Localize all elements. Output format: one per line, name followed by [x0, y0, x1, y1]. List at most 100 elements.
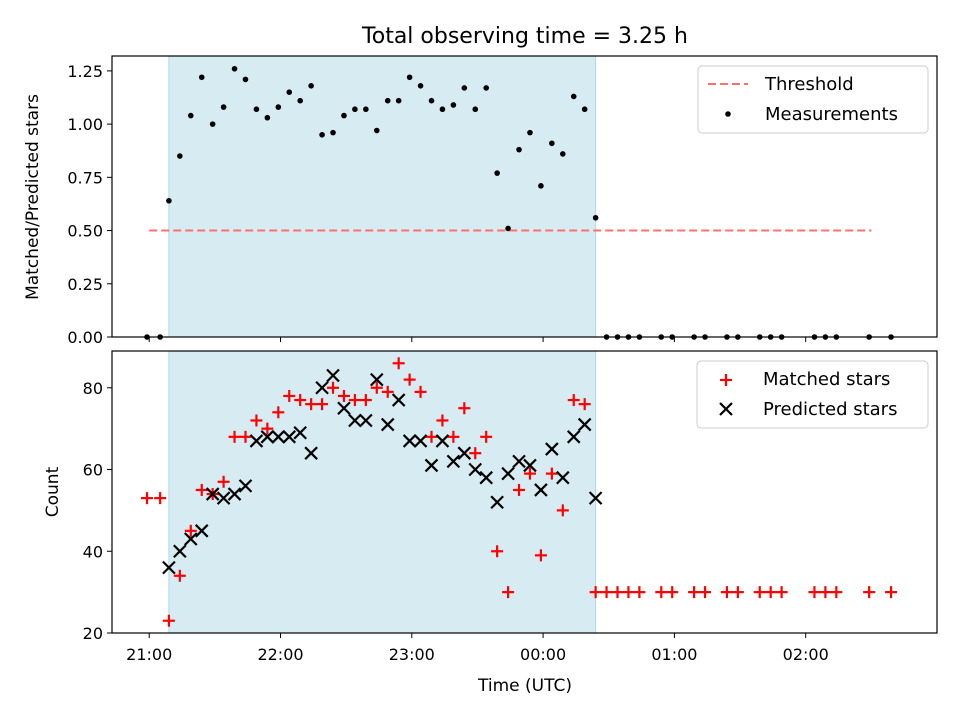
predicted-star-point — [523, 458, 537, 473]
legend-predicted-label: Predicted stars — [763, 399, 897, 420]
matched-star-point — [327, 381, 340, 394]
matched-star-point — [578, 398, 591, 411]
measurement-point — [198, 74, 205, 81]
top-legend: Threshold Measurements — [697, 65, 929, 134]
matched-star-point — [655, 586, 668, 599]
matched-star-point — [611, 586, 624, 599]
matched-star-point — [720, 586, 733, 599]
bottom-y-axis-label: Count — [43, 466, 63, 517]
matched-star-point — [370, 381, 383, 394]
matched-star-point — [228, 430, 241, 443]
matched-star-point — [863, 586, 876, 599]
matched-star-point — [545, 467, 558, 480]
matched-star-point — [162, 614, 175, 627]
predicted-star-point — [227, 487, 242, 501]
matched-star-point — [480, 430, 493, 443]
measurement-point — [494, 170, 500, 176]
matched-star-point — [753, 586, 766, 599]
matched-star-point — [589, 586, 602, 599]
measurement-point — [581, 106, 588, 113]
measurement-point — [483, 85, 490, 91]
predicted-star-point — [446, 454, 461, 469]
matched-star-point — [513, 483, 526, 496]
measurement-point — [417, 83, 424, 89]
legend-predicted-swatch — [719, 402, 733, 416]
bottom-legend: Matched stars Predicted stars — [696, 360, 929, 429]
matched-star-point — [523, 467, 536, 480]
predicted-star-point — [359, 413, 373, 428]
matched-star-point — [425, 430, 438, 443]
y-tick-label: 0.00 — [67, 328, 103, 347]
predicted-star-point — [370, 372, 384, 387]
measurement-point — [275, 104, 282, 110]
x-tick-label: 22:00 — [257, 645, 303, 664]
measurement-point — [450, 102, 457, 108]
x-tick-label: 00:00 — [520, 645, 566, 664]
matched-star-point — [294, 394, 307, 407]
top-legend-box — [697, 65, 929, 134]
predicted-star-point — [577, 417, 592, 432]
matched-star-point — [699, 586, 712, 599]
y-tick-label: 20 — [83, 624, 103, 643]
matched-star-point — [316, 398, 329, 411]
matched-star-point — [469, 447, 482, 460]
measurement-point — [538, 183, 544, 189]
top-y-axis-label: Matched/Predicted stars — [23, 94, 43, 300]
predicted-star-point — [479, 470, 493, 485]
y-tick-label: 40 — [83, 542, 103, 561]
matched-star-point — [283, 389, 296, 402]
matched-star-point — [567, 394, 580, 407]
predicted-star-point — [315, 381, 329, 395]
top-shaded-interval — [168, 55, 597, 338]
legend-threshold-label: Threshold — [764, 74, 854, 95]
legend-measurements-label: Measurements — [765, 104, 898, 125]
predicted-star-point — [348, 413, 362, 428]
top-panel-frame — [111, 55, 938, 338]
measurement-point — [461, 85, 468, 91]
y-tick-label: 60 — [83, 461, 103, 480]
x-tick-label: 01:00 — [651, 645, 697, 664]
predicted-star-point — [424, 458, 439, 473]
predicted-star-point — [216, 491, 231, 505]
measurement-point — [406, 74, 413, 81]
legend-matched-label: Matched stars — [763, 369, 890, 390]
matched-star-point — [775, 586, 788, 599]
predicted-star-point — [534, 483, 548, 497]
matched-star-point — [337, 389, 350, 402]
matched-star-point — [764, 586, 777, 599]
matched-star-point — [502, 586, 515, 599]
top-panel: 0.00 0.25 0.50 0.75 1.00 1.25 Matched/Predict… — [23, 55, 938, 347]
matched-star-point — [436, 414, 449, 427]
matched-star-point — [458, 402, 471, 415]
measurement-point — [570, 93, 577, 100]
measurement-point — [286, 89, 293, 95]
measurement-point — [319, 131, 325, 138]
matched-star-point — [491, 545, 504, 558]
matched-star-point — [666, 586, 679, 599]
measurement-point — [527, 129, 533, 136]
measurement-point — [363, 106, 369, 113]
bottom-legend-box — [696, 360, 929, 429]
measurement-point — [428, 97, 435, 104]
x-tick-label: 21:00 — [126, 645, 172, 664]
predicted-star-point — [402, 434, 417, 448]
predicted-star-point — [184, 532, 198, 546]
measurement-point — [472, 106, 479, 113]
predicted-star-point — [282, 430, 297, 444]
matched-star-point — [381, 385, 394, 398]
bottom-y-axis-ticks: 20 40 60 80 — [83, 379, 112, 643]
predicted-star-point — [249, 434, 264, 448]
chart-title: Total observing time = 3.25 h — [361, 24, 688, 49]
y-tick-label: 1.00 — [67, 115, 103, 134]
predicted-star-point — [435, 434, 450, 448]
measurement-point — [559, 151, 566, 157]
measurement-point — [297, 97, 303, 104]
predicted-star-point — [556, 470, 570, 485]
measurement-point — [505, 225, 511, 232]
matched-star-point — [808, 586, 821, 599]
predicted-star-point — [238, 479, 253, 493]
measurement-point — [341, 112, 347, 119]
matched-star-point — [819, 586, 832, 599]
predicted-star-point — [490, 495, 504, 509]
